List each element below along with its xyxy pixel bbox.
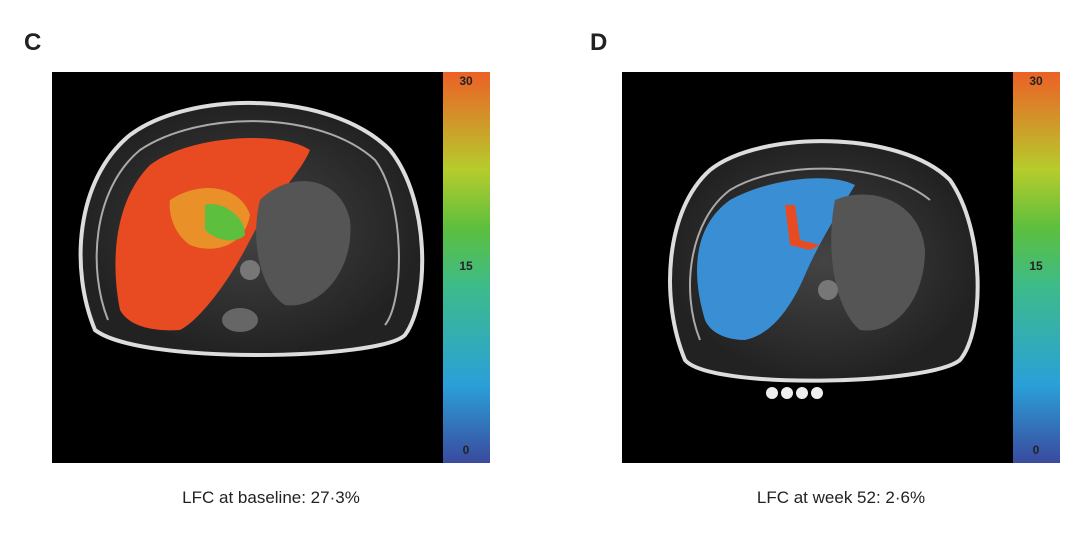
- colorbar-tick: 30: [1029, 74, 1043, 88]
- panel-label: D: [590, 29, 607, 56]
- panel-label: C: [24, 29, 41, 56]
- colorbar-tick: 0: [463, 443, 470, 457]
- caption: LFC at baseline: 27·3%: [182, 488, 360, 507]
- colorbar: [1013, 72, 1060, 463]
- mri-anatomy: [78, 100, 425, 357]
- colorbar-tick: 15: [1029, 259, 1043, 273]
- colorbar-tick: 0: [1033, 443, 1040, 457]
- colorbar: [443, 72, 490, 463]
- colorbar-tick: 15: [459, 259, 473, 273]
- caption: LFC at week 52: 2·6%: [757, 488, 925, 507]
- mri-anatomy: [668, 139, 980, 399]
- colorbar-tick: 30: [459, 74, 473, 88]
